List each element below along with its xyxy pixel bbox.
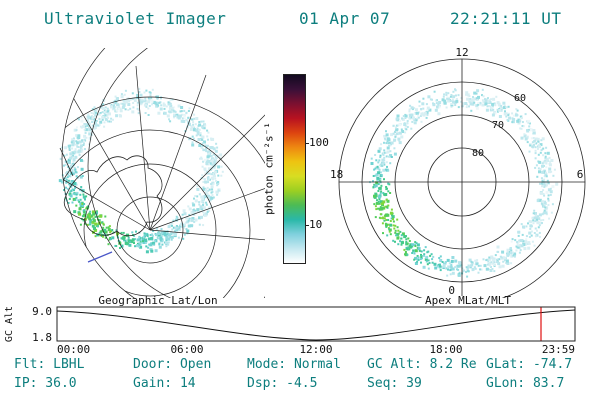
time-label: 22:21:11 UT [450,9,562,28]
limb-arc-inner [87,48,172,298]
gc-alt-axis-label: GC Alt [4,306,15,342]
coastline [59,147,163,237]
status-door: Door: Open [133,357,212,372]
colorbar-tick-10: 10 [309,218,323,231]
apex-caption: Apex MLat/MLT [425,294,511,307]
geo-caption: Geographic Lat/Lon [98,294,217,307]
limb-arc-outer [61,48,135,298]
status-mode: Mode: Normal [247,357,341,372]
status-gain: Gain: 14 [133,376,196,391]
status-dsp: Dsp: -4.5 [247,376,318,391]
colorbar [283,74,306,264]
mlat-label-60: 60 [514,93,526,104]
status-seq: Seq: 39 [367,376,422,391]
colorbar-label: photon cm⁻²s⁻¹ [262,122,276,215]
status-gc-alt: GC Alt: 8.2 Re [367,357,477,372]
altitude-curve [56,309,576,341]
mlt-label-18: 18 [330,168,343,181]
strip-box [56,306,576,342]
ytick-1-8: 1.8 [32,331,52,344]
status-glat: GLat: -74.7 [486,357,573,372]
time-tick-1200: 12:00 [299,343,332,356]
mlt-label-0: 0 [448,284,455,297]
polar-grid [338,58,586,298]
colorbar-tickmark-100 [305,143,309,144]
geo-map-panel [58,48,265,298]
date-label: 01 Apr 07 [299,9,391,28]
status-glon: GLon: 83.7 [486,376,565,391]
status-flt: Flt: LBHL [14,357,85,372]
time-tick-1800: 18:00 [429,343,462,356]
colorbar-tick-100: 100 [309,136,329,149]
orbit-track-line [87,251,113,263]
time-tick-0600: 06:00 [170,343,203,356]
mlt-label-6: 6 [577,168,584,181]
auroral-image-polar [369,88,559,278]
mlat-label-80: 80 [472,148,484,159]
auroral-image-geo [58,87,224,254]
time-tick-0000: 00:00 [57,343,90,356]
time-tick-2359: 23:59 [542,343,575,356]
mlt-label-12: 12 [455,46,468,59]
latlon-grid [62,65,265,298]
mlat-label-70: 70 [492,120,504,131]
status-ip: IP: 36.0 [14,376,77,391]
strip-chart: Geographic Lat/Lon Apex MLat/MLT GC Alt … [4,294,576,356]
polar-map-panel: 12 18 6 0 80 70 60 [330,46,586,298]
ytick-9: 9.0 [32,305,52,318]
geo-grid [61,48,265,298]
colorbar-tickmark-10 [305,225,309,226]
app-title: Ultraviolet Imager [44,9,227,28]
